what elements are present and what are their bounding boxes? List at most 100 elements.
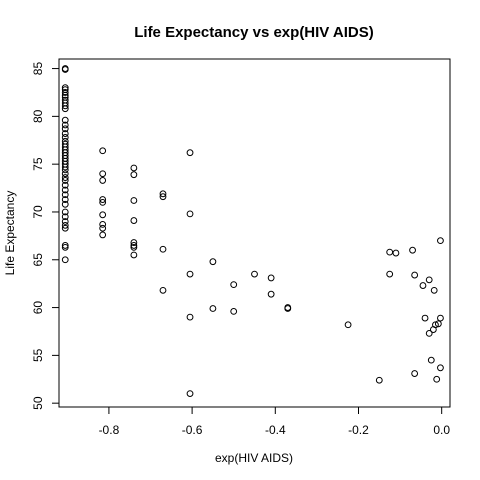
data-point: [159, 193, 167, 201]
y-tick-label: 65: [31, 253, 45, 267]
data-point: [61, 181, 69, 189]
data-point: [99, 231, 107, 239]
data-point: [61, 66, 69, 73]
data-point: [130, 251, 138, 259]
data-point: [61, 191, 69, 199]
data-point: [437, 364, 444, 372]
data-point: [209, 305, 217, 312]
data-point: [419, 282, 427, 289]
data-point: [430, 286, 438, 294]
data-point: [159, 245, 167, 253]
data-point: [61, 196, 69, 203]
data-point: [61, 243, 69, 251]
data-point: [267, 274, 275, 282]
x-axis: -0.8 -0.6 -0.4 -0.2 0.0: [99, 406, 450, 437]
data-point: [411, 370, 419, 377]
data-point: [61, 208, 69, 216]
data-point: [130, 242, 138, 249]
data-point: [230, 307, 238, 315]
data-point: [434, 320, 442, 328]
data-point: [433, 375, 441, 383]
data-point: [251, 270, 258, 278]
data-point: [99, 170, 107, 178]
data-point: [61, 174, 69, 181]
data-point: [159, 190, 167, 198]
data-point: [61, 133, 69, 141]
data-point: [186, 149, 194, 157]
data-point: [99, 224, 107, 232]
data-point: [392, 249, 400, 257]
y-tick-label: 50: [31, 396, 45, 410]
data-point: [61, 224, 69, 232]
data-point: [61, 116, 69, 124]
y-tick-label: 55: [31, 348, 45, 362]
data-point: [186, 390, 194, 398]
chart-title: Life Expectancy vs exp(HIV AIDS): [134, 24, 374, 41]
data-point: [99, 199, 107, 206]
data-point: [61, 213, 69, 221]
data-point: [61, 91, 69, 99]
x-axis-label: exp(HIV AIDS): [215, 451, 293, 465]
data-point: [411, 271, 419, 279]
data-point: [130, 239, 138, 246]
data-point: [432, 321, 439, 329]
data-point: [130, 197, 138, 204]
data-point: [61, 102, 69, 110]
x-tick-label: 0.0: [433, 423, 450, 437]
data-point: [61, 170, 69, 178]
data-point: [61, 221, 69, 229]
data-point: [61, 105, 69, 113]
data-point: [186, 270, 194, 278]
data-point: [61, 242, 69, 249]
y-axis-label: Life Expectancy: [3, 191, 17, 276]
data-point: [386, 248, 394, 256]
data-point: [186, 313, 194, 321]
data-point: [427, 356, 435, 364]
data-point: [386, 270, 394, 278]
data-point: [61, 166, 69, 174]
x-tick-label: -0.4: [265, 423, 286, 437]
y-tick-label: 75: [31, 157, 45, 171]
data-point: [99, 220, 107, 228]
y-tick-label: 70: [31, 205, 45, 219]
data-point: [61, 177, 69, 184]
data-point: [61, 89, 69, 96]
data-point: [61, 186, 69, 194]
data-point: [99, 147, 107, 155]
data-point: [186, 210, 194, 218]
data-point: [159, 286, 167, 294]
data-point: [130, 243, 138, 251]
data-point: [409, 246, 416, 254]
plot-area-frame: [58, 58, 451, 408]
x-tick-label: -0.2: [348, 423, 369, 437]
data-point: [99, 196, 107, 203]
y-tick-label: 80: [31, 109, 45, 123]
data-point: [230, 281, 238, 289]
data-point: [437, 237, 444, 245]
y-tick-label: 85: [31, 62, 45, 76]
data-point: [209, 258, 217, 266]
x-tick-label: -0.8: [99, 423, 120, 437]
data-point: [437, 314, 444, 322]
data-point: [425, 329, 433, 337]
data-point: [61, 256, 69, 264]
data-point: [130, 164, 138, 172]
data-point: [99, 177, 107, 184]
data-point: [130, 171, 138, 179]
data-point: [61, 84, 69, 92]
data-point: [61, 121, 69, 129]
data-point: [344, 321, 352, 329]
x-tick-label: -0.6: [182, 423, 203, 437]
data-points: [61, 65, 444, 398]
y-axis: 50 55 60 65 70 75 80 85: [31, 62, 60, 410]
data-point: [375, 376, 383, 384]
y-tick-label: 60: [31, 301, 45, 315]
data-point: [267, 290, 275, 298]
data-point: [61, 130, 69, 137]
data-point: [425, 276, 433, 284]
data-point: [421, 314, 429, 322]
data-point: [284, 305, 292, 312]
data-point: [61, 125, 69, 133]
data-point: [130, 217, 138, 224]
